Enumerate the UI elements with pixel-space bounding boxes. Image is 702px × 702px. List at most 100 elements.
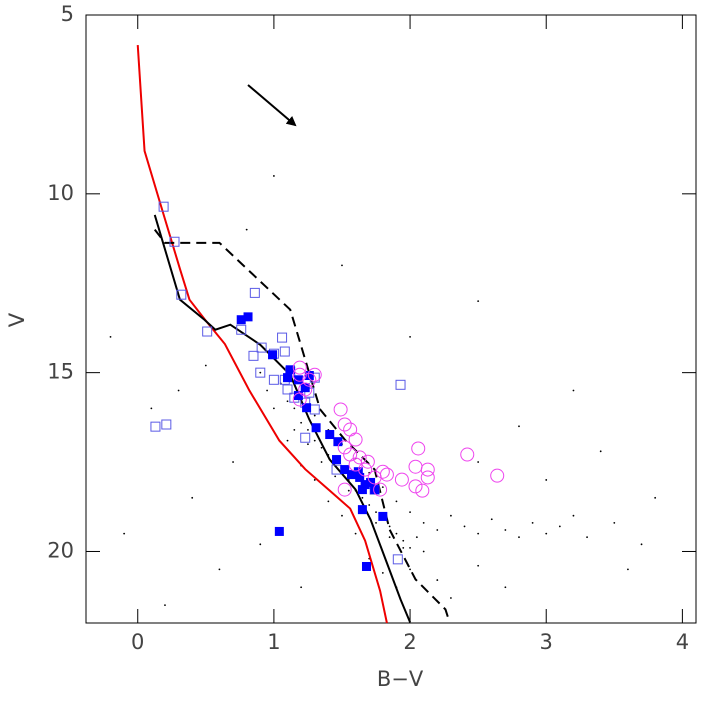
star-point [313, 479, 316, 481]
star-point [266, 389, 268, 392]
open-circle [375, 464, 390, 479]
star-point [477, 461, 480, 463]
star-point [627, 568, 629, 571]
star-point [347, 489, 350, 492]
open-circle [408, 479, 423, 494]
star-point [286, 400, 289, 403]
open-circle [292, 392, 307, 407]
star-point [450, 514, 452, 517]
open-square [392, 554, 403, 565]
filled-square [357, 505, 367, 515]
star-point [395, 500, 398, 503]
open-square [158, 201, 169, 212]
star-point [307, 443, 309, 446]
star-point [375, 521, 377, 524]
star-point [259, 543, 262, 546]
star-point [436, 529, 439, 531]
star-point [504, 529, 507, 531]
x-tick-label: 3 [540, 630, 553, 654]
filled-square [353, 467, 363, 477]
open-circle [292, 360, 307, 375]
open-circle [408, 459, 423, 474]
open-circle [343, 422, 358, 437]
star-point [273, 407, 275, 410]
star-point [327, 500, 330, 503]
filled-square [311, 423, 321, 433]
open-square [279, 346, 290, 357]
filled-square [283, 373, 293, 383]
star-point [273, 175, 275, 177]
star-point [477, 300, 480, 303]
filled-square [268, 350, 278, 360]
plot-frame [85, 14, 697, 624]
open-square [249, 287, 260, 298]
star-point [450, 597, 452, 599]
star-point [381, 572, 384, 574]
open-circle [302, 372, 317, 387]
open-square [309, 404, 320, 415]
open-square [268, 374, 279, 385]
star-point [300, 421, 303, 424]
open-square [236, 324, 247, 335]
star-point [341, 514, 343, 517]
y-tick-label: 20 [47, 538, 74, 562]
star-point [191, 496, 194, 499]
open-square [395, 379, 406, 390]
filled-square [236, 315, 246, 325]
star-point [518, 536, 520, 539]
open-square [256, 342, 267, 353]
star-point [259, 371, 262, 374]
open-circle [460, 447, 475, 462]
star-point [286, 439, 289, 442]
open-square [248, 350, 259, 361]
filled-square [304, 371, 314, 381]
open-circle [348, 432, 363, 447]
star-point [558, 525, 561, 528]
star-point [218, 568, 221, 571]
filled-square [293, 375, 303, 385]
star-point [109, 335, 112, 338]
y-tick-label: 5 [61, 2, 74, 26]
star-point [613, 521, 616, 524]
open-circle [420, 470, 435, 485]
isochrone-line [136, 44, 388, 624]
star-point [388, 536, 391, 539]
open-circle [352, 450, 367, 465]
star-point [409, 335, 411, 338]
filled-square [347, 470, 357, 480]
y-tick-label: 10 [47, 181, 74, 205]
star-point [204, 364, 207, 367]
star-point [313, 439, 316, 442]
filled-square [325, 430, 335, 440]
star-point [463, 525, 466, 528]
filled-square [370, 485, 380, 495]
star-point [402, 546, 405, 549]
star-point [422, 521, 425, 524]
open-square [176, 289, 187, 300]
star-point [654, 496, 657, 499]
filled-square [340, 465, 350, 475]
star-point [504, 586, 507, 589]
filled-square [302, 403, 312, 413]
open-circle [348, 457, 363, 472]
open-circle [337, 417, 352, 432]
open-circle [490, 468, 505, 483]
filled-square [293, 391, 303, 401]
star-point [409, 511, 411, 514]
open-circle [394, 472, 409, 487]
star-point [361, 496, 364, 499]
open-circle [292, 367, 307, 382]
open-circle [333, 402, 348, 417]
star-point [545, 479, 548, 481]
star-point [354, 532, 357, 535]
star-point [409, 546, 411, 549]
star-point [572, 514, 575, 517]
star-point [375, 511, 377, 514]
filled-square [332, 455, 342, 465]
star-point [232, 461, 234, 463]
star-point [640, 543, 643, 546]
open-square [169, 236, 180, 247]
x-tick-label: 4 [676, 630, 689, 654]
open-circle [379, 467, 394, 482]
x-tick-label: 1 [267, 630, 280, 654]
